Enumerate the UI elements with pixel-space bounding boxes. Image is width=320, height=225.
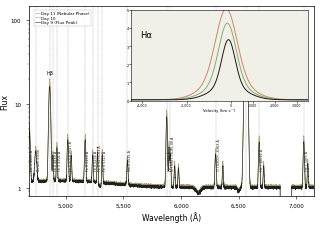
Y-axis label: Flux: Flux xyxy=(0,93,9,109)
Text: N I 5907-76-85-90 Å: N I 5907-76-85-90 Å xyxy=(171,137,175,171)
Day 10 xyxy=(173,172,177,175)
Day 9 (Flux Peak) xyxy=(313,187,317,190)
Legend: Day 11 (Nebular Phase), Day 10, Day 9 (Flux Peak): Day 11 (Nebular Phase), Day 10, Day 9 (F… xyxy=(34,11,91,26)
Text: Bowen blend: Bowen blend xyxy=(37,149,41,171)
Day 11 (Nebular Phase) xyxy=(27,138,31,140)
Text: Fe II 5018-5047 Å: Fe II 5018-5047 Å xyxy=(69,141,73,171)
Day 10 xyxy=(177,181,181,183)
Day 10 xyxy=(101,163,105,166)
Line: Day 10: Day 10 xyxy=(29,33,315,225)
Day 11 (Nebular Phase) xyxy=(173,171,177,173)
Day 9 (Flux Peak) xyxy=(173,175,177,178)
Day 10 xyxy=(201,186,204,189)
Text: Fe II 5276-83 Å: Fe II 5276-83 Å xyxy=(99,145,102,171)
Text: Fe II 5169 Å: Fe II 5169 Å xyxy=(86,151,90,171)
Day 9 (Flux Peak) xyxy=(101,164,105,167)
Line: Day 9 (Flux Peak): Day 9 (Flux Peak) xyxy=(29,36,315,225)
Day 11 (Nebular Phase) xyxy=(101,160,105,163)
Day 10 xyxy=(42,181,46,184)
Day 11 (Nebular Phase) xyxy=(244,27,248,30)
Day 11 (Nebular Phase) xyxy=(201,186,204,188)
Day 11 (Nebular Phase) xyxy=(69,150,73,153)
Text: He I 10016 Å: He I 10016 Å xyxy=(260,149,264,171)
Text: Fe II 5234 Å: Fe II 5234 Å xyxy=(94,151,98,171)
X-axis label: Wavelength (Å): Wavelength (Å) xyxy=(142,211,201,222)
Line: Day 11 (Nebular Phase): Day 11 (Nebular Phase) xyxy=(29,28,315,225)
Day 9 (Flux Peak) xyxy=(69,155,73,157)
Day 9 (Flux Peak) xyxy=(42,180,46,183)
Text: Na II 5535 Å: Na II 5535 Å xyxy=(128,150,132,171)
Day 9 (Flux Peak) xyxy=(244,35,248,38)
Text: He II 4686 Å: He II 4686 Å xyxy=(30,150,35,171)
Text: Hβ: Hβ xyxy=(46,71,53,76)
Day 9 (Flux Peak) xyxy=(27,144,31,146)
Text: He I 7065 Å: He I 7065 Å xyxy=(305,151,309,171)
Day 11 (Nebular Phase) xyxy=(313,185,317,188)
Text: Fe II 5317 Å: Fe II 5317 Å xyxy=(103,151,107,171)
Day 10 xyxy=(244,32,248,34)
Text: He I 5876 Å: He I 5876 Å xyxy=(168,151,172,171)
Day 11 (Nebular Phase) xyxy=(42,178,46,181)
Day 9 (Flux Peak) xyxy=(201,187,204,189)
Day 10 xyxy=(313,186,317,188)
Day 10 xyxy=(69,153,73,155)
Day 10 xyxy=(27,141,31,143)
Day 11 (Nebular Phase) xyxy=(177,178,181,181)
Day 9 (Flux Peak) xyxy=(177,181,181,183)
Text: O I 6300+--6363 Å: O I 6300+--6363 Å xyxy=(217,139,220,171)
Text: Fe II 4901 Å: Fe II 4901 Å xyxy=(58,151,62,171)
Text: Hα: Hα xyxy=(248,27,255,32)
Text: Fe II 4889 Å: Fe II 4889 Å xyxy=(54,151,58,171)
